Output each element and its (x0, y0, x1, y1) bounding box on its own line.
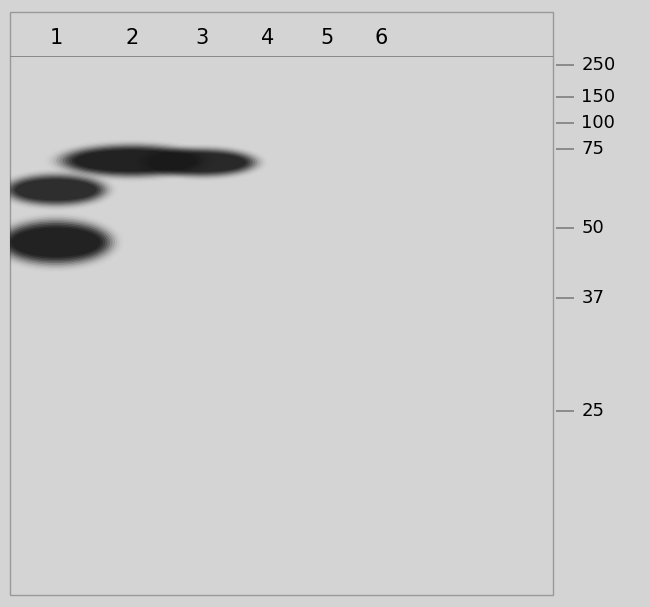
Text: 75: 75 (581, 140, 604, 158)
Ellipse shape (157, 152, 248, 173)
Ellipse shape (152, 150, 253, 175)
Ellipse shape (11, 177, 101, 203)
Ellipse shape (6, 225, 105, 260)
Ellipse shape (0, 217, 118, 268)
Text: 37: 37 (581, 289, 604, 307)
Text: 6: 6 (375, 29, 388, 49)
Ellipse shape (9, 226, 103, 259)
Ellipse shape (15, 180, 97, 200)
Ellipse shape (62, 146, 202, 176)
Ellipse shape (72, 149, 192, 172)
Text: 2: 2 (125, 29, 138, 49)
Text: 50: 50 (581, 219, 604, 237)
Ellipse shape (69, 148, 195, 174)
Ellipse shape (13, 178, 99, 202)
Text: 250: 250 (581, 56, 616, 73)
Ellipse shape (154, 151, 251, 174)
Ellipse shape (0, 218, 115, 266)
Ellipse shape (150, 149, 255, 176)
Ellipse shape (66, 147, 198, 175)
Text: 100: 100 (581, 114, 615, 132)
Ellipse shape (4, 174, 108, 206)
Ellipse shape (2, 172, 110, 207)
Ellipse shape (2, 222, 110, 263)
Text: 150: 150 (581, 87, 616, 106)
Ellipse shape (12, 228, 100, 257)
Text: 3: 3 (196, 29, 209, 49)
Text: 25: 25 (581, 402, 604, 420)
Ellipse shape (4, 223, 108, 262)
Ellipse shape (57, 143, 207, 178)
Text: 4: 4 (261, 29, 274, 49)
Ellipse shape (147, 148, 257, 177)
Ellipse shape (53, 142, 211, 179)
Ellipse shape (59, 144, 204, 177)
Text: 5: 5 (320, 29, 334, 49)
Ellipse shape (0, 220, 112, 265)
Ellipse shape (0, 171, 112, 208)
Ellipse shape (6, 175, 105, 205)
Ellipse shape (75, 151, 189, 171)
Ellipse shape (159, 153, 246, 172)
Ellipse shape (8, 176, 103, 204)
Text: 1: 1 (49, 29, 62, 49)
Ellipse shape (145, 147, 260, 178)
Ellipse shape (142, 146, 263, 179)
